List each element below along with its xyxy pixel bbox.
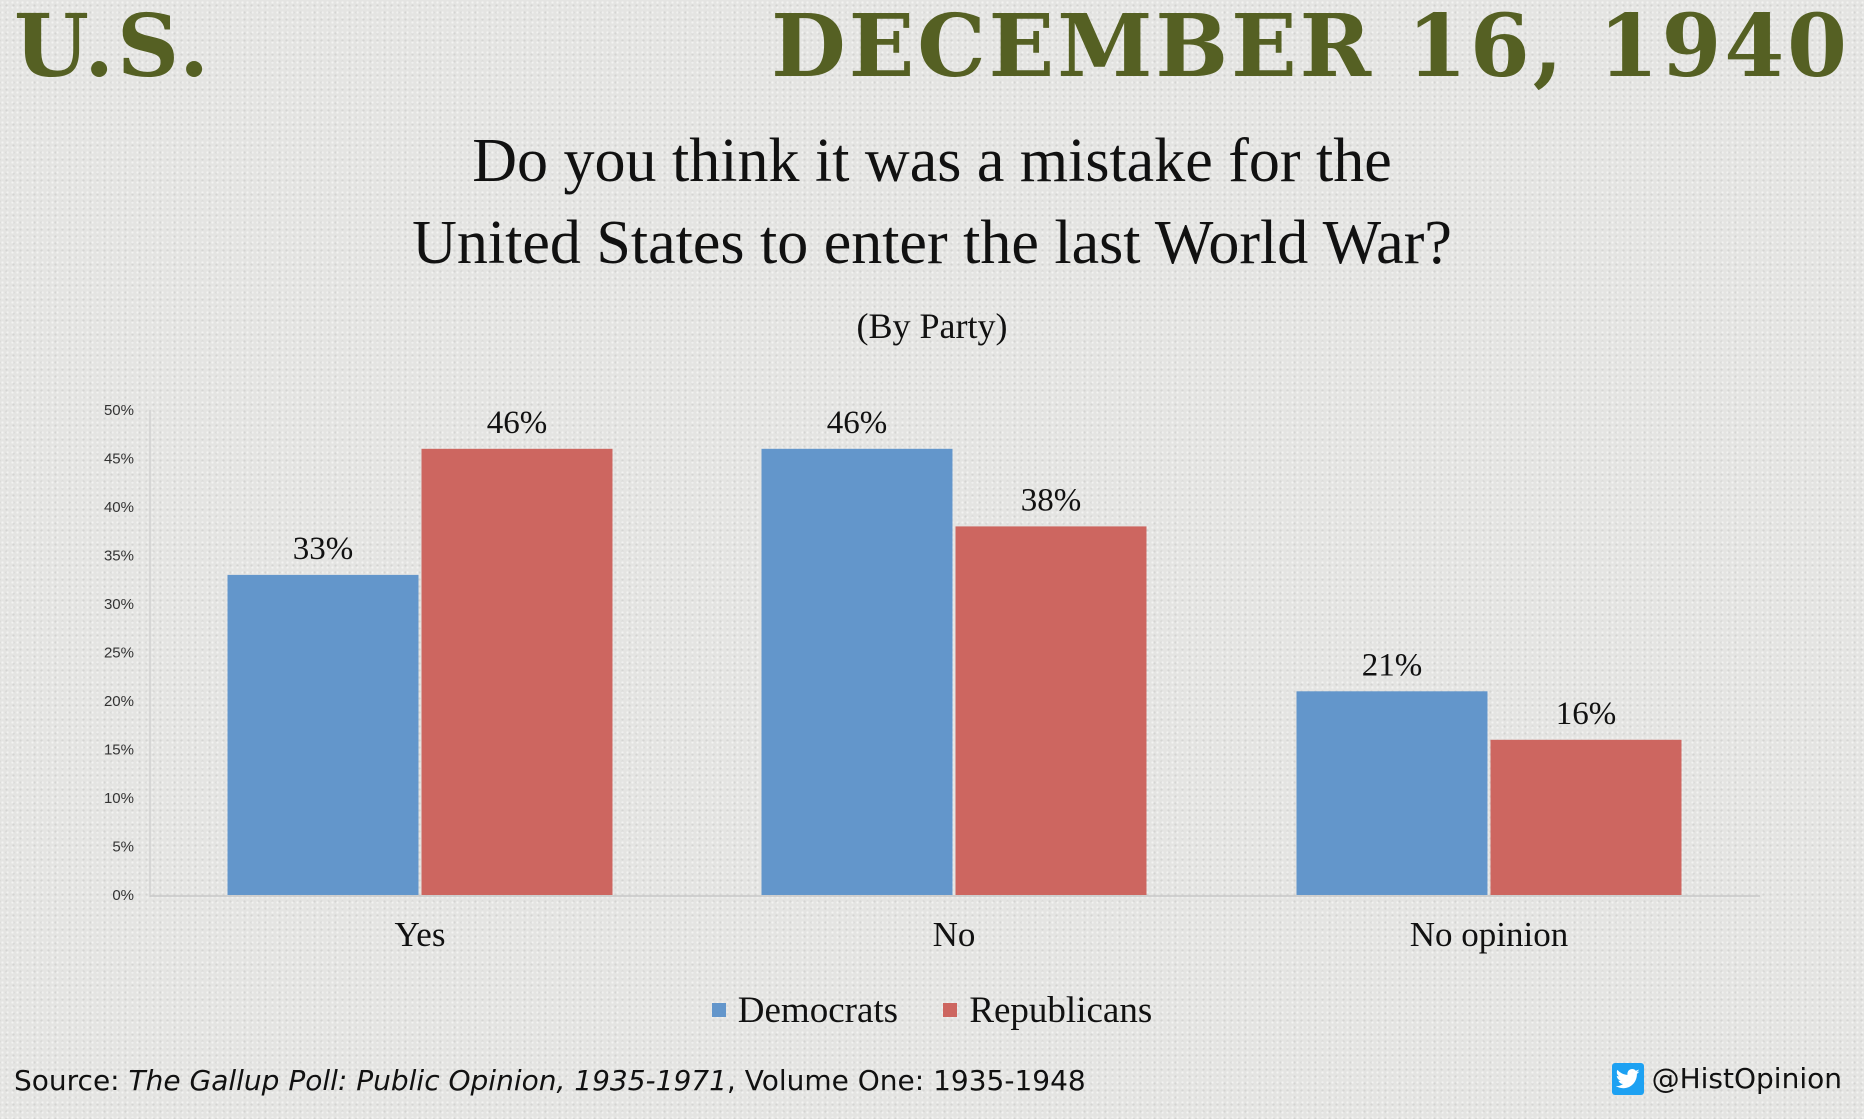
y-tick-label: 20% xyxy=(104,693,134,710)
x-tick-label: Yes xyxy=(395,915,446,954)
data-label: 38% xyxy=(1021,482,1082,518)
data-label: 46% xyxy=(487,405,548,441)
source-title: The Gallup Poll: Public Opinion, 1935-19… xyxy=(128,1064,727,1097)
y-tick-label: 25% xyxy=(104,645,134,662)
y-tick-label: 10% xyxy=(104,790,134,807)
bar-democrats-yes xyxy=(227,574,419,895)
source-citation: Source: The Gallup Poll: Public Opinion,… xyxy=(14,1064,1086,1097)
legend-label-republicans: Republicans xyxy=(969,989,1153,1031)
x-tick-label: No xyxy=(933,915,976,954)
bar-chart: 0% 5% 10% 15% 20% 25% 30% 35% 40% 45% 50% Yes 33% 46%… xyxy=(104,402,1760,954)
date-heading: DECEMBER 16, 1940 xyxy=(771,0,1850,97)
y-tick-label: 0% xyxy=(112,887,134,904)
twitter-handle[interactable]: @HistOpinion xyxy=(1611,1062,1842,1095)
source-volume: , Volume One: 1935-1948 xyxy=(726,1064,1086,1097)
legend-label-democrats: Democrats xyxy=(737,989,899,1031)
y-tick-label: 30% xyxy=(104,596,134,613)
x-tick-label: No opinion xyxy=(1410,915,1568,954)
bar-republicans-yes xyxy=(421,448,613,895)
chart-title-line-2: United States to enter the last World Wa… xyxy=(412,209,1452,277)
y-tick-label: 15% xyxy=(104,742,134,759)
legend-item-democrats: Democrats xyxy=(711,989,899,1032)
y-tick-label: 5% xyxy=(112,839,134,856)
source-label: Source: xyxy=(14,1064,129,1097)
bar-democrats-no xyxy=(761,448,953,895)
bar-republicans-no-opinion xyxy=(1490,739,1682,895)
data-label: 33% xyxy=(293,531,354,567)
country-heading: U.S. xyxy=(14,0,213,97)
chart-title-line-1: Do you think it was a mistake for the xyxy=(472,127,1392,195)
legend-swatch-republicans xyxy=(943,1003,958,1017)
y-tick-label: 45% xyxy=(104,451,134,468)
legend-swatch-democrats xyxy=(711,1003,726,1017)
twitter-icon xyxy=(1611,1062,1644,1095)
legend: Democrats Republicans xyxy=(0,984,1864,1032)
legend-item-republicans: Republicans xyxy=(943,989,1152,1032)
data-label: 46% xyxy=(827,405,888,441)
bar-democrats-no-opinion xyxy=(1296,691,1488,895)
y-tick-label: 40% xyxy=(104,499,134,516)
bar-republicans-no xyxy=(955,526,1147,895)
data-label: 21% xyxy=(1362,647,1423,683)
y-tick-label: 35% xyxy=(104,548,134,565)
y-tick-label: 50% xyxy=(104,402,134,419)
chart-subtitle: (By Party) xyxy=(856,306,1008,346)
data-label: 16% xyxy=(1556,696,1617,732)
twitter-handle-text: @HistOpinion xyxy=(1651,1062,1842,1095)
